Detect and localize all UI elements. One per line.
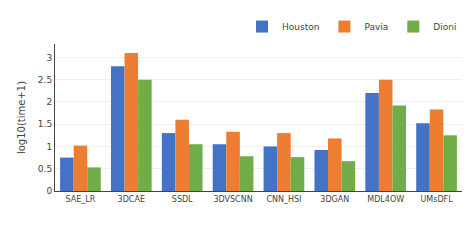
svg-text:3DCAE: 3DCAE [118, 195, 145, 204]
svg-text:UMsDFL: UMsDFL [420, 195, 453, 204]
svg-text:SSDL: SSDL [172, 195, 193, 204]
svg-text:Houston: Houston [282, 22, 319, 32]
svg-text:SAE_LR: SAE_LR [66, 195, 96, 204]
svg-text:log10(time+1): log10(time+1) [16, 81, 27, 154]
svg-text:0: 0 [46, 186, 52, 196]
svg-text:CNN_HSI: CNN_HSI [266, 195, 301, 204]
svg-text:Pavia: Pavia [364, 22, 388, 32]
svg-text:2.5: 2.5 [38, 75, 52, 85]
svg-text:2: 2 [46, 97, 52, 107]
svg-text:3DGAN: 3DGAN [320, 195, 349, 204]
svg-text:1: 1 [46, 142, 52, 152]
svg-text:MDL4OW: MDL4OW [367, 195, 404, 204]
svg-text:3DVSCNN: 3DVSCNN [213, 195, 252, 204]
svg-text:Dioni: Dioni [433, 22, 456, 32]
svg-text:3: 3 [46, 53, 52, 63]
svg-text:0.5: 0.5 [38, 164, 52, 174]
svg-text:1.5: 1.5 [38, 119, 52, 129]
